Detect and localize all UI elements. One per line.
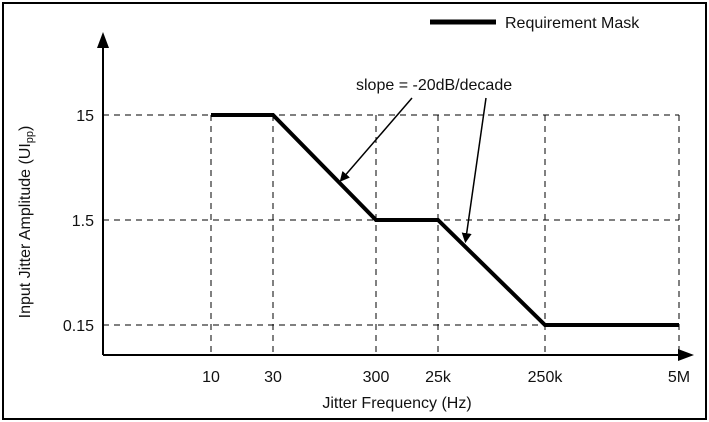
x-tick-label: 10 — [202, 369, 220, 386]
slope-annotation: slope = -20dB/decade — [339, 77, 512, 244]
slope-arrow-2 — [461, 97, 487, 244]
y-axis-title-subscript: pp — [24, 131, 36, 143]
x-tick-labels: 10 30 300 25k 250k 5M — [202, 369, 690, 386]
x-tick-label: 250k — [528, 369, 564, 386]
x-tick-label: 25k — [425, 369, 452, 386]
grid-lines — [103, 114, 680, 355]
axes — [97, 32, 694, 361]
y-axis-title: Input Jitter Amplitude (UIpp) — [17, 126, 36, 319]
x-tick-label: 5M — [668, 369, 690, 386]
x-tick-label: 30 — [264, 369, 282, 386]
x-axis-title: Jitter Frequency (Hz) — [322, 395, 471, 412]
x-tick-label: 300 — [363, 369, 390, 386]
series-layer — [210, 113, 680, 327]
y-axis-title-close: ) — [17, 126, 34, 131]
series-line-requirement-mask — [211, 113, 679, 327]
y-tick-label: 0.15 — [63, 318, 94, 335]
x-axis-arrow-icon — [678, 349, 694, 361]
y-tick-labels: 15 1.5 0.15 — [63, 108, 94, 335]
legend: Requirement Mask — [430, 15, 640, 32]
y-axis-arrow-icon — [97, 32, 109, 48]
y-axis-title-main: Input Jitter Amplitude (UI — [17, 143, 34, 318]
y-tick-label: 15 — [76, 108, 94, 125]
slope-arrow-1 — [339, 97, 413, 182]
y-tick-label: 1.5 — [72, 213, 94, 230]
legend-label: Requirement Mask — [505, 15, 640, 32]
slope-annotation-text: slope = -20dB/decade — [356, 77, 512, 94]
